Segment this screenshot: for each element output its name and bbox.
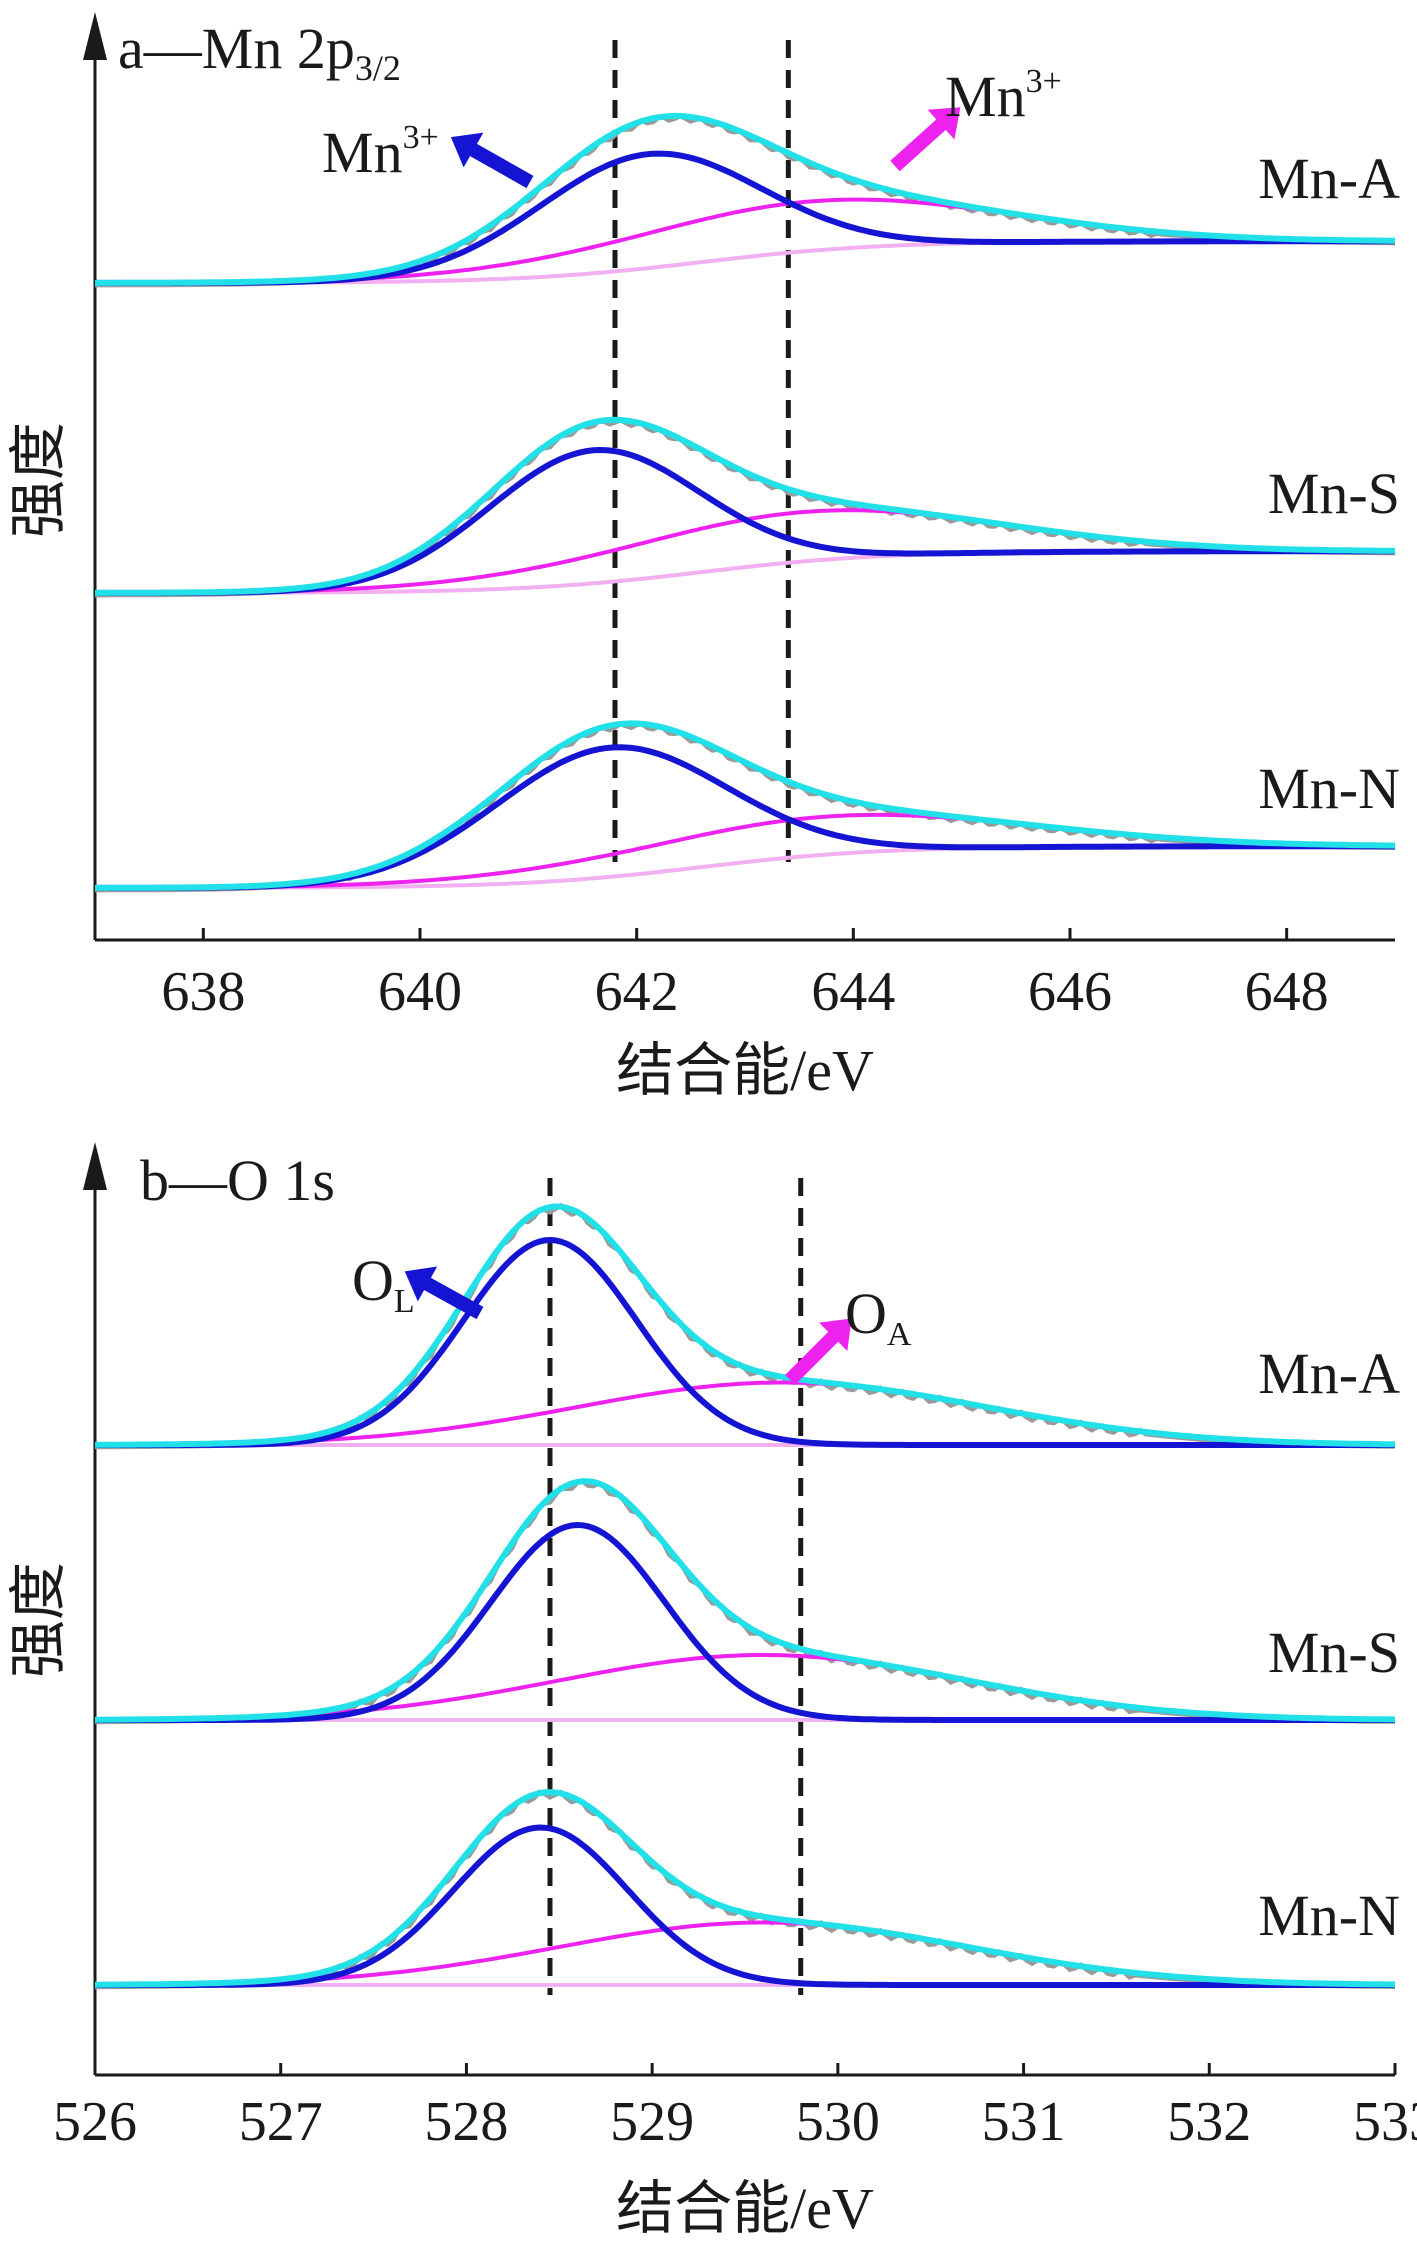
x-tick-label: 531 xyxy=(982,2091,1066,2153)
x-tick-label: 528 xyxy=(424,2091,508,2153)
x-tick-label: 533 xyxy=(1353,2091,1417,2153)
raw-data-curve xyxy=(95,1202,1396,1450)
panel-b-annotations: OL OA xyxy=(352,1248,912,1385)
panel-a-curves: Mn-A Mn-S Mn-N xyxy=(95,112,1400,893)
annotation-arrow-shaft xyxy=(890,116,949,172)
x-tick-label: 638 xyxy=(161,961,245,1023)
sample-label: Mn-A xyxy=(1258,1341,1400,1406)
annotation-arrow-shaft xyxy=(420,1275,484,1320)
panel-a-ticks: 638 640 642 644 646 648 xyxy=(161,928,1329,1023)
second-component-curve xyxy=(95,812,1395,890)
sample-label: Mn-N xyxy=(1258,756,1400,821)
panel-b-curves: Mn-A Mn-S Mn-N xyxy=(95,1202,1400,1990)
panel-b-axes xyxy=(83,1142,1395,2077)
annotation-label: OL xyxy=(352,1248,415,1320)
fit-envelope-curve xyxy=(95,416,1395,596)
x-tick-label: 642 xyxy=(595,961,679,1023)
x-tick-label: 644 xyxy=(811,961,895,1023)
panel-a: 638 640 642 644 646 648 Mn-AMn-SMn-N Mn3+Mn3+… xyxy=(6,12,1400,1103)
sample-label: Mn-S xyxy=(1268,1620,1400,1685)
panel-b-ticks: 526 527 528 529 530 531 532 533 xyxy=(53,2063,1417,2153)
annotation-label: OA xyxy=(845,1281,912,1353)
x-tick-label: 532 xyxy=(1167,2091,1251,2153)
panel-a-title-main: a—Mn 2p xyxy=(118,16,355,81)
main-component-curve xyxy=(95,1236,1395,1448)
panel-b-x-label: 结合能/eV xyxy=(616,2176,874,2241)
annotation-arrow-head xyxy=(450,132,484,168)
panel-a-title-sub: 3/2 xyxy=(355,48,401,88)
annotation-arrow-shaft xyxy=(466,141,534,189)
annotation-arrow-head xyxy=(404,1266,438,1302)
annotation-second: Mn3+ xyxy=(890,63,1062,172)
raw-data-curve xyxy=(95,720,1395,893)
annotation-main: Mn3+ xyxy=(322,119,534,189)
fit-envelope-curve xyxy=(95,1203,1396,1448)
annotation-label: Mn3+ xyxy=(322,119,439,185)
panel-a-annotations: Mn3+Mn3+ xyxy=(322,63,1062,189)
background-curve xyxy=(95,239,1395,285)
panel-a-axes xyxy=(83,12,1395,942)
annotation-label-base: O xyxy=(845,1281,887,1346)
raw-data-curve xyxy=(95,1789,1396,1990)
panel-a-y-axis-arrow xyxy=(83,12,107,60)
raw-data-curve xyxy=(95,1477,1395,1725)
annotation-label-sub: A xyxy=(887,1316,912,1353)
fit-envelope-curve xyxy=(95,1789,1396,1988)
x-tick-label: 648 xyxy=(1245,961,1329,1023)
annotation-arrow-head xyxy=(819,1318,852,1351)
annotation-arrow-head xyxy=(927,107,961,140)
panel-b-title-main: b—O 1s xyxy=(140,1148,335,1213)
sample-label: Mn-A xyxy=(1258,146,1400,211)
annotation-second: OA xyxy=(785,1281,912,1385)
x-tick-label: 530 xyxy=(796,2091,880,2153)
fit-envelope-curve xyxy=(95,720,1395,891)
x-tick-label: 526 xyxy=(53,2091,137,2153)
panel-b-y-label: 强度 xyxy=(6,1562,71,1678)
main-component-curve xyxy=(95,150,1395,286)
fit-envelope-curve xyxy=(95,112,1395,286)
annotation-label: Mn3+ xyxy=(945,63,1062,129)
panel-a-x-label: 结合能/eV xyxy=(616,1038,874,1103)
panel-b-reference-lines xyxy=(547,1178,804,1995)
annotation-label-sub: L xyxy=(394,1283,415,1320)
main-component-curve xyxy=(95,744,1395,891)
panel-b-title: b—O 1s xyxy=(140,1148,335,1213)
annotation-label-sup: 3+ xyxy=(1026,63,1062,100)
fit-envelope-curve xyxy=(95,1478,1395,1723)
annotation-main: OL xyxy=(352,1248,484,1320)
annotation-arrow-shaft xyxy=(785,1329,841,1385)
annotation-label-base: O xyxy=(352,1248,394,1313)
main-component-curve xyxy=(95,1521,1395,1723)
sample-mn-a: Mn-A xyxy=(95,1202,1400,1450)
sample-mn-s: Mn-S xyxy=(95,416,1400,598)
annotation-label-sup: 3+ xyxy=(403,119,439,156)
panel-a-reference-lines xyxy=(612,40,791,862)
x-tick-label: 640 xyxy=(378,961,462,1023)
sample-mn-a: Mn-A xyxy=(95,112,1400,288)
sample-label: Mn-S xyxy=(1268,461,1400,526)
panel-b-y-axis-arrow xyxy=(83,1142,107,1190)
raw-data-curve xyxy=(95,113,1395,288)
annotation-label-base: Mn xyxy=(322,120,403,185)
sample-mn-n: Mn-N xyxy=(95,1789,1400,1990)
panel-a-y-label: 强度 xyxy=(6,422,71,538)
x-tick-label: 527 xyxy=(239,2091,323,2153)
x-tick-label: 646 xyxy=(1028,961,1112,1023)
sample-mn-n: Mn-N xyxy=(95,720,1400,893)
x-tick-label: 529 xyxy=(610,2091,694,2153)
main-component-curve xyxy=(95,1824,1395,1988)
panel-a-title: a—Mn 2p3/2 xyxy=(118,16,401,88)
panel-b: 526527528529530531532533 Mn-AMn-SMn-N OL… xyxy=(6,1142,1417,2241)
sample-mn-s: Mn-S xyxy=(95,1477,1400,1725)
annotation-label-base: Mn xyxy=(945,64,1026,129)
sample-label: Mn-N xyxy=(1258,1883,1400,1948)
